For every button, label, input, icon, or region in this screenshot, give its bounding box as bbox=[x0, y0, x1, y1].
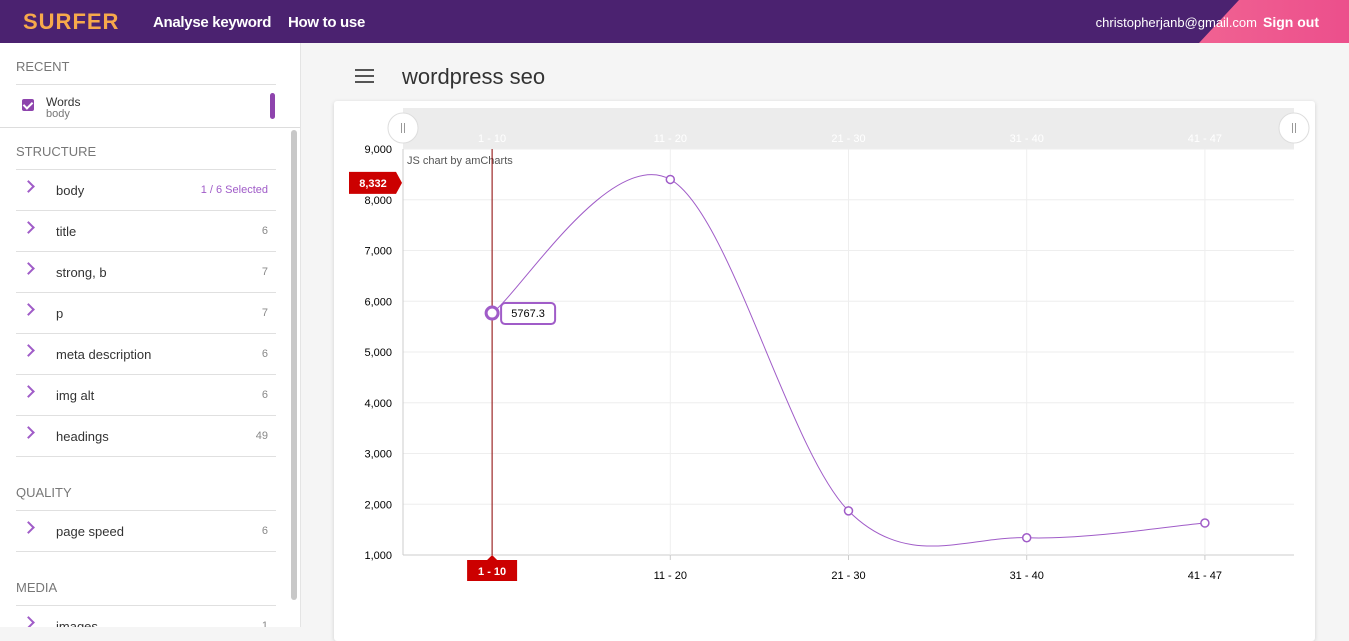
item-label: Words bbox=[46, 95, 81, 109]
chevron bbox=[22, 180, 35, 193]
sidebar: RECENT Words body STRUCTURE body 1 / 6 Sele… bbox=[0, 43, 301, 627]
chevron bbox=[22, 262, 35, 275]
chart-card: 1 - 10 11 - 20 21 - 30 31 - 40 41 - 47 1,000 2… bbox=[334, 101, 1315, 641]
item-label: p bbox=[56, 306, 64, 321]
item-list: body 1 / 6 Selected title 6 strong, b 7 p 7 meta… bbox=[16, 169, 276, 457]
scroll-category-label: 11 - 20 bbox=[654, 133, 687, 145]
data-point[interactable] bbox=[1200, 518, 1210, 528]
sections: STRUCTURE body 1 / 6 Selected title 6 strong,… bbox=[0, 128, 300, 627]
line bbox=[491, 174, 1205, 547]
x-tick-label: 41 - 47 bbox=[1188, 570, 1222, 582]
page-title: wordpress seo bbox=[402, 64, 546, 89]
y-tick-label: 3,000 bbox=[364, 449, 392, 461]
y-tick-label: 1,000 bbox=[364, 550, 392, 562]
y-tick-label: 9,000 bbox=[364, 144, 392, 156]
top-bar: SURFER Analyse keyword How to use christ… bbox=[0, 0, 1349, 43]
chart-credit: JS chart by amCharts bbox=[407, 155, 513, 167]
chevron bbox=[22, 521, 35, 534]
list-item[interactable]: images 1 bbox=[16, 606, 276, 627]
chevron bbox=[22, 426, 35, 439]
data-point[interactable] bbox=[1021, 532, 1032, 543]
data-point[interactable] bbox=[843, 506, 854, 516]
chevron bbox=[22, 303, 35, 316]
list-item[interactable]: page speed 6 bbox=[16, 511, 276, 552]
item-count: 49 bbox=[255, 430, 268, 442]
chart: 1 - 10 11 - 20 21 - 30 31 - 40 41 - 47 1,000 2… bbox=[349, 108, 1310, 582]
item-label: title bbox=[56, 224, 77, 239]
divider bbox=[16, 84, 276, 85]
nav-link[interactable]: How to use bbox=[288, 14, 366, 31]
active-indicator bbox=[270, 93, 275, 119]
page: {"header": {"logo": "SURFER", "nav": ["A… bbox=[0, 0, 1349, 627]
item-count: 6 bbox=[261, 525, 268, 537]
item-count: 6 bbox=[261, 348, 268, 360]
item-label: img alt bbox=[56, 388, 95, 403]
section-title: RECENT bbox=[16, 59, 70, 74]
cursor-y-marker bbox=[349, 171, 402, 194]
item-list: page speed 6 bbox=[16, 510, 276, 552]
item-label: page speed bbox=[56, 524, 124, 539]
item-label: headings bbox=[56, 429, 109, 444]
item-list: images 1 bbox=[16, 605, 276, 627]
list-item[interactable]: body 1 / 6 Selected bbox=[16, 170, 276, 211]
list-item[interactable]: meta description 6 bbox=[16, 334, 276, 375]
item-label: meta description bbox=[56, 347, 152, 362]
cursor-x-marker bbox=[467, 555, 518, 581]
logo[interactable]: SURFER bbox=[23, 9, 120, 34]
x-tick-label: 11 - 20 bbox=[654, 570, 687, 582]
item-label: body bbox=[56, 183, 85, 198]
item-count: 1 bbox=[261, 620, 268, 627]
y-tick-label: 6,000 bbox=[364, 296, 392, 308]
sign-out[interactable]: Sign out bbox=[1263, 14, 1319, 30]
chevron bbox=[22, 221, 35, 234]
list-item[interactable]: headings 49 bbox=[16, 416, 276, 457]
section-title: MEDIA bbox=[16, 580, 58, 595]
tooltip-box bbox=[500, 302, 557, 326]
list-item[interactable]: title 6 bbox=[16, 211, 276, 252]
menu-button[interactable] bbox=[355, 69, 374, 83]
list-item[interactable]: img alt 6 bbox=[16, 375, 276, 416]
item-label: images bbox=[56, 619, 98, 627]
data-point[interactable] bbox=[665, 174, 676, 185]
y-tick-label: 2,000 bbox=[364, 499, 392, 511]
recent-item[interactable]: Words body bbox=[0, 85, 300, 128]
scroll-category-label: 1 - 10 bbox=[478, 133, 506, 145]
scroll-category-label: 31 - 40 bbox=[1010, 133, 1044, 145]
list-item[interactable]: strong, b 7 bbox=[16, 252, 276, 293]
cursor-x-label: 1 - 10 bbox=[478, 566, 506, 578]
data-point[interactable] bbox=[484, 305, 500, 321]
y-tick-label: 8,000 bbox=[364, 195, 392, 207]
section-title: QUALITY bbox=[16, 485, 72, 500]
item-label: strong, b bbox=[56, 265, 107, 280]
scroll-band bbox=[403, 108, 1294, 149]
y-tick-label: 5,000 bbox=[364, 347, 392, 359]
item-count: 7 bbox=[261, 266, 268, 278]
item-count: 6 bbox=[261, 389, 268, 401]
item-count: 1 / 6 Selected bbox=[200, 184, 268, 196]
scrollbar[interactable] bbox=[291, 130, 297, 600]
item-count: 6 bbox=[261, 225, 268, 237]
recent-list: Words body bbox=[0, 85, 300, 128]
checkbox[interactable] bbox=[22, 99, 34, 111]
chevron bbox=[22, 616, 35, 627]
scroll-category-label: 41 - 47 bbox=[1188, 133, 1222, 145]
item-count: 7 bbox=[261, 307, 268, 319]
scroll-handle[interactable] bbox=[387, 112, 419, 144]
y-tick-label: 4,000 bbox=[364, 398, 392, 410]
cursor-y-label: 8,332 bbox=[359, 178, 387, 190]
x-tick-label: 31 - 40 bbox=[1010, 570, 1044, 582]
tooltip-value: 5767.3 bbox=[511, 308, 545, 320]
item-sublabel: body bbox=[46, 108, 70, 120]
scroll-category-label: 21 - 30 bbox=[831, 133, 865, 145]
y-tick-label: 7,000 bbox=[364, 246, 392, 258]
x-tick-label: 21 - 30 bbox=[831, 570, 865, 582]
nav-link[interactable]: Analyse keyword bbox=[153, 14, 272, 31]
section-title: STRUCTURE bbox=[16, 144, 97, 159]
scroll-handle[interactable] bbox=[1278, 112, 1310, 144]
user-email: christopherjanb@gmail.com bbox=[1095, 15, 1257, 30]
chevron bbox=[22, 344, 35, 357]
chevron bbox=[22, 385, 35, 398]
